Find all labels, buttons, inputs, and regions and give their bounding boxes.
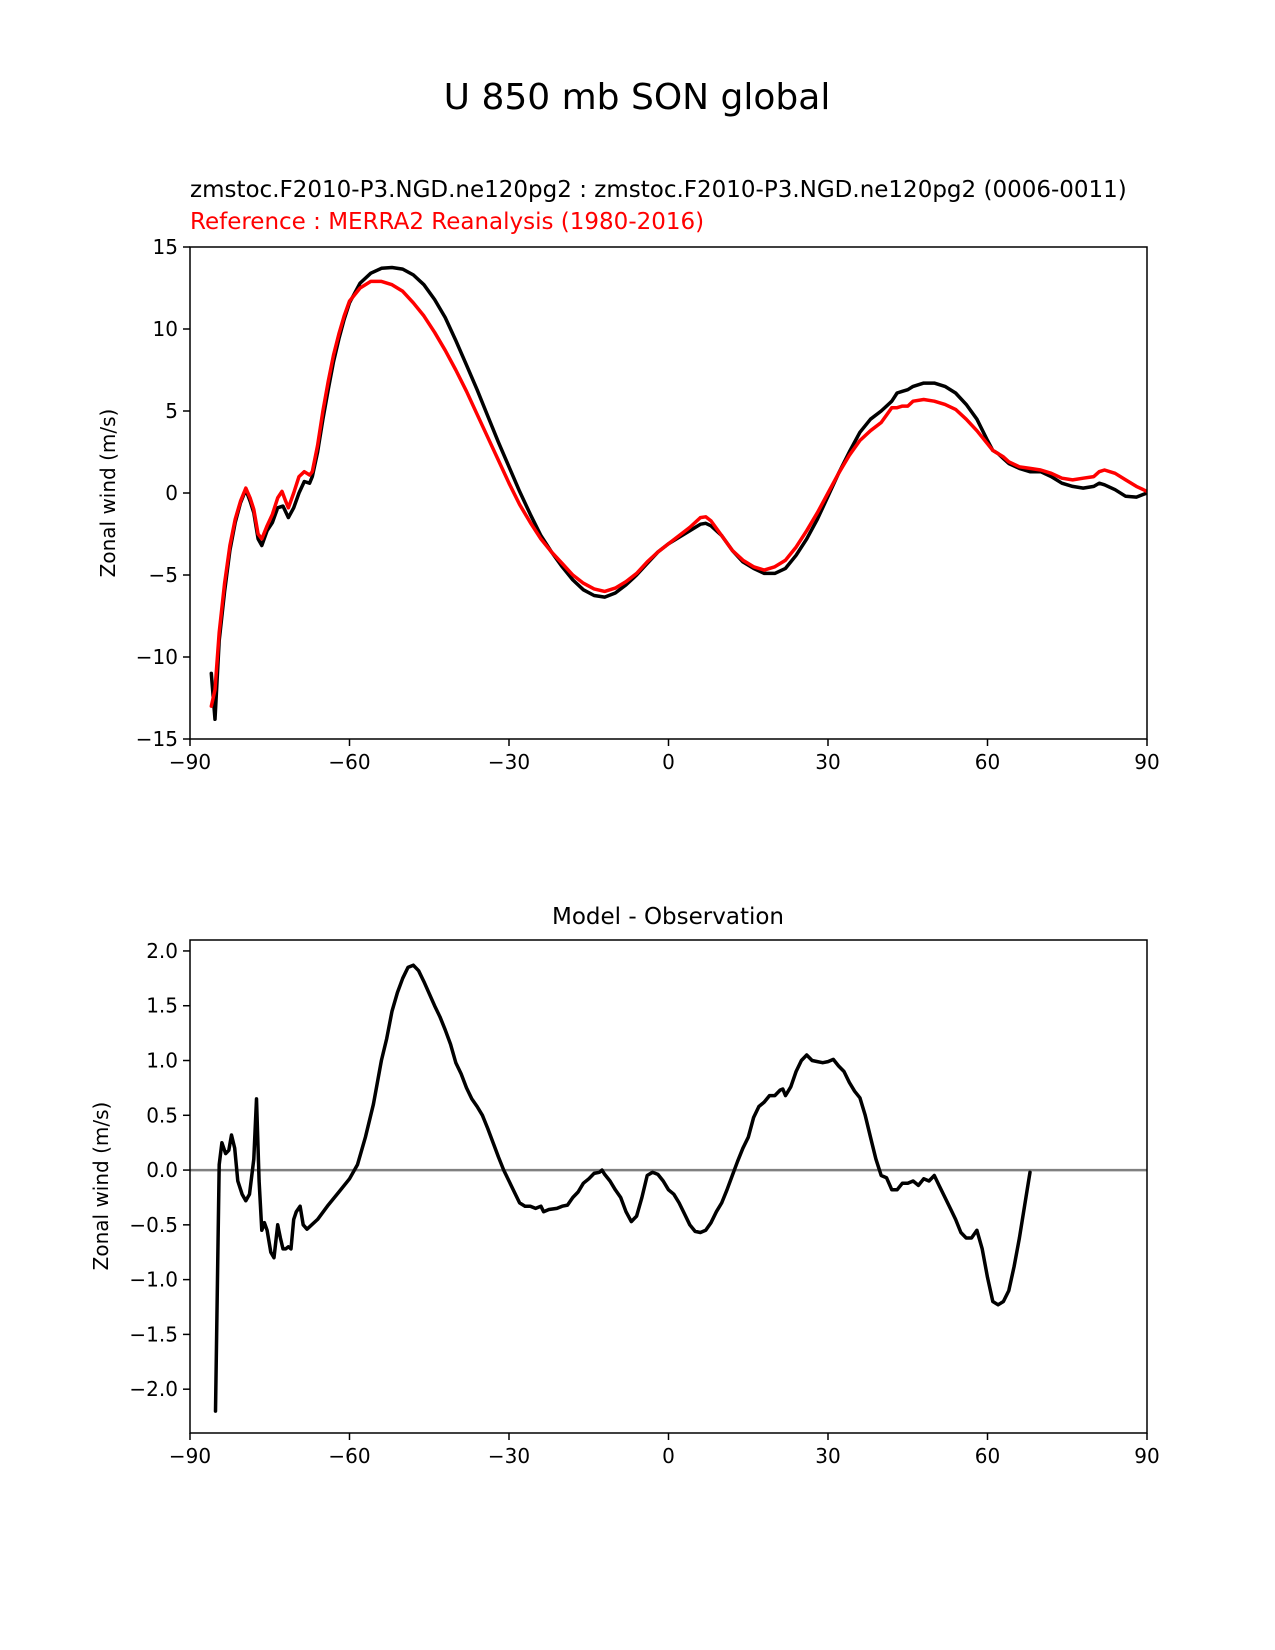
top-panel-y-tick-label: 5 xyxy=(165,399,178,423)
figure-title: U 850 mb SON global xyxy=(444,77,831,118)
bottom-panel-title: Model - Observation xyxy=(552,904,784,930)
top-panel-y-axis-label: Zonal wind (m/s) xyxy=(96,409,120,578)
top-panel-x-ticks: −90 −60 −30 0 30 60 90 xyxy=(169,739,1160,774)
top-panel: zmstoc.F2010-P3.NGD.ne120pg2 : zmstoc.F2… xyxy=(96,177,1160,774)
bottom-panel-y-tick-label: 1.0 xyxy=(146,1049,178,1073)
top-panel-x-tick-label: 90 xyxy=(1134,750,1159,774)
top-panel-y-tick-label: −5 xyxy=(149,563,178,587)
bottom-panel-y-axis-label: Zonal wind (m/s) xyxy=(89,1102,113,1271)
bottom-panel-x-ticks: −90 −60 −30 0 30 60 90 xyxy=(169,1433,1160,1468)
bottom-panel-x-tick-label: −30 xyxy=(488,1444,530,1468)
bottom-panel: Model - Observation 2.0 1.5 1.0 0.5 0.0 −0.5 −… xyxy=(89,904,1160,1468)
bottom-panel-y-tick-label: −1.0 xyxy=(129,1268,178,1292)
bottom-panel-y-tick-label: 0.5 xyxy=(146,1103,178,1127)
bottom-panel-y-tick-label: −2.0 xyxy=(129,1377,178,1401)
bottom-panel-y-tick-label: 0.0 xyxy=(146,1158,178,1182)
top-panel-y-ticks: −15 −10 −5 0 5 10 15 xyxy=(136,235,190,751)
top-panel-y-tick-label: −15 xyxy=(136,727,178,751)
bottom-panel-plot-lines xyxy=(190,963,1147,1413)
top-panel-x-tick-label: 30 xyxy=(815,750,840,774)
bottom-panel-y-tick-label: 2.0 xyxy=(146,939,178,963)
bottom-panel-y-tick-label: 1.5 xyxy=(146,994,178,1018)
bottom-panel-x-tick-label: 0 xyxy=(662,1444,675,1468)
bottom-panel-x-tick-label: 90 xyxy=(1134,1444,1159,1468)
top-panel-x-tick-label: 0 xyxy=(662,750,675,774)
top-panel-axes-frame xyxy=(189,246,1148,740)
top-panel-y-tick-label: 0 xyxy=(165,481,178,505)
bottom-panel-series-line-0 xyxy=(213,963,1032,1413)
bottom-panel-x-tick-label: −60 xyxy=(328,1444,370,1468)
top-panel-x-tick-label: −60 xyxy=(328,750,370,774)
top-panel-x-tick-label: 60 xyxy=(975,750,1000,774)
bottom-panel-x-tick-label: −90 xyxy=(169,1444,211,1468)
top-panel-plot-lines xyxy=(209,265,1147,722)
top-panel-x-tick-label: −90 xyxy=(169,750,211,774)
bottom-panel-x-tick-label: 60 xyxy=(975,1444,1000,1468)
top-panel-series-line-1 xyxy=(209,279,1147,708)
top-panel-series-line-0 xyxy=(209,265,1147,722)
bottom-panel-y-tick-label: −1.5 xyxy=(129,1322,178,1346)
top-panel-y-tick-label: 10 xyxy=(153,317,178,341)
top-panel-y-tick-label: 15 xyxy=(153,235,178,259)
top-panel-title-test: zmstoc.F2010-P3.NGD.ne120pg2 : zmstoc.F2… xyxy=(190,177,1127,203)
top-panel-title-reference: Reference : MERRA2 Reanalysis (1980-2016… xyxy=(190,209,704,235)
top-panel-y-tick-label: −10 xyxy=(136,645,178,669)
top-panel-x-tick-label: −30 xyxy=(488,750,530,774)
bottom-panel-y-tick-label: −0.5 xyxy=(129,1213,178,1237)
bottom-panel-x-tick-label: 30 xyxy=(815,1444,840,1468)
bottom-panel-y-ticks: 2.0 1.5 1.0 0.5 0.0 −0.5 −1.0 −1.5 −2.0 xyxy=(129,939,190,1401)
